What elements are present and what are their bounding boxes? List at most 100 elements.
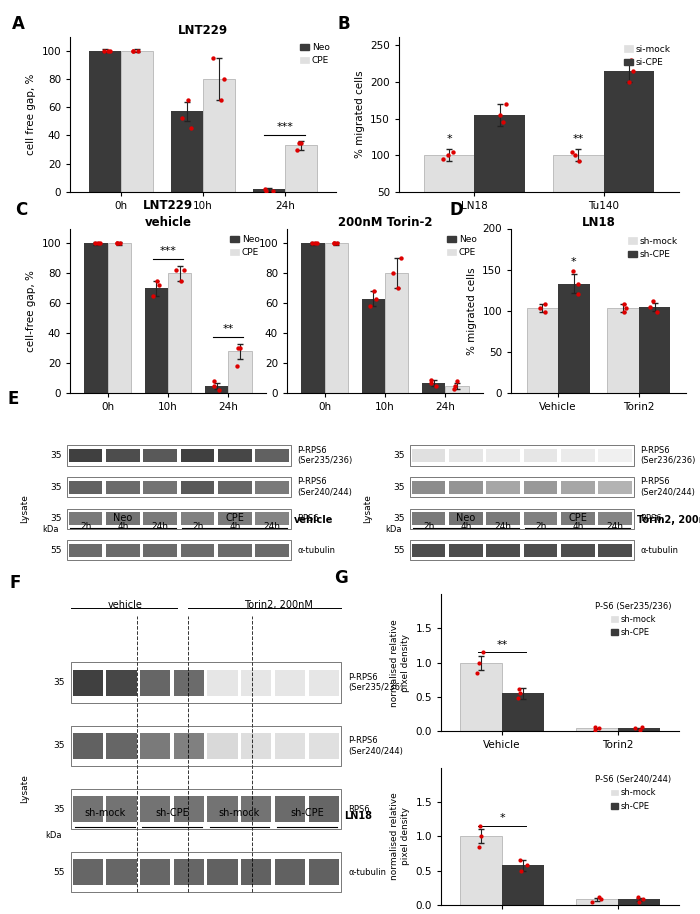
Text: 35: 35 bbox=[50, 451, 62, 460]
Text: C: C bbox=[15, 201, 27, 219]
Legend: Neo, CPE: Neo, CPE bbox=[228, 233, 262, 260]
Bar bbox=[309, 859, 339, 885]
Bar bbox=[603, 71, 654, 228]
Point bbox=[450, 378, 461, 393]
Text: Lysate: Lysate bbox=[20, 494, 29, 523]
Point bbox=[475, 819, 486, 834]
Bar bbox=[449, 449, 483, 462]
Bar bbox=[524, 513, 557, 526]
Text: 24h: 24h bbox=[152, 522, 169, 531]
Bar bbox=[639, 307, 671, 393]
Bar bbox=[385, 273, 409, 393]
Point bbox=[443, 148, 454, 163]
Text: 35: 35 bbox=[393, 483, 405, 492]
Bar bbox=[524, 544, 557, 557]
Text: P-RPS6
(Ser235/236): P-RPS6 (Ser235/236) bbox=[349, 673, 403, 693]
Point bbox=[573, 276, 584, 291]
Text: **: ** bbox=[573, 134, 584, 144]
Bar bbox=[410, 445, 634, 465]
Bar bbox=[69, 481, 102, 494]
Point bbox=[521, 857, 532, 872]
Bar bbox=[218, 449, 251, 462]
Bar bbox=[486, 544, 520, 557]
Point bbox=[92, 236, 104, 250]
Text: E: E bbox=[8, 389, 19, 408]
Text: α-tubulin: α-tubulin bbox=[298, 546, 335, 555]
Bar bbox=[502, 865, 544, 905]
Bar bbox=[108, 243, 131, 393]
Point bbox=[589, 722, 601, 737]
Bar bbox=[174, 859, 204, 885]
Bar bbox=[181, 513, 214, 526]
Text: RPS6: RPS6 bbox=[298, 515, 319, 524]
Point bbox=[426, 376, 437, 390]
Point bbox=[387, 266, 398, 281]
Text: sh-mock: sh-mock bbox=[219, 808, 260, 818]
Point bbox=[471, 665, 482, 680]
Point bbox=[634, 722, 645, 737]
Legend: Neo, CPE: Neo, CPE bbox=[445, 233, 479, 260]
Point bbox=[648, 293, 659, 308]
Point bbox=[567, 144, 578, 159]
Point bbox=[307, 236, 318, 250]
Text: 24h: 24h bbox=[495, 522, 512, 531]
Point bbox=[178, 263, 189, 278]
Bar bbox=[207, 859, 238, 885]
Text: 4h: 4h bbox=[572, 522, 584, 531]
Text: CPE: CPE bbox=[225, 513, 244, 523]
Y-axis label: cell-free gap, %: cell-free gap, % bbox=[26, 270, 36, 352]
Point bbox=[623, 75, 634, 90]
Point bbox=[328, 236, 339, 250]
Text: RPS6: RPS6 bbox=[640, 515, 662, 524]
Bar bbox=[241, 733, 272, 759]
Point bbox=[513, 691, 524, 706]
Text: Lysate: Lysate bbox=[363, 494, 372, 523]
Bar bbox=[106, 796, 136, 822]
Text: P-RPS6
(Ser240/244): P-RPS6 (Ser240/244) bbox=[298, 477, 352, 497]
Bar bbox=[275, 796, 305, 822]
Point bbox=[147, 289, 158, 303]
Bar bbox=[144, 481, 177, 494]
Bar bbox=[576, 728, 618, 731]
Bar bbox=[106, 544, 140, 557]
Text: kDa: kDa bbox=[42, 525, 59, 534]
Text: Neo: Neo bbox=[456, 513, 475, 523]
Point bbox=[151, 273, 162, 288]
Text: 35: 35 bbox=[50, 515, 62, 524]
Title: vehicle: vehicle bbox=[144, 216, 192, 228]
Text: ***: *** bbox=[160, 246, 176, 256]
Text: LNT229: LNT229 bbox=[143, 198, 193, 212]
Y-axis label: cell free gap, %: cell free gap, % bbox=[26, 73, 36, 155]
Point bbox=[589, 720, 601, 735]
Bar bbox=[558, 283, 589, 393]
Legend: sh-mock, sh-CPE: sh-mock, sh-CPE bbox=[592, 599, 675, 641]
Text: 24h: 24h bbox=[607, 522, 624, 531]
Point bbox=[216, 93, 227, 108]
Text: 4h: 4h bbox=[229, 522, 241, 531]
Point bbox=[364, 299, 375, 314]
Bar bbox=[218, 544, 251, 557]
Bar bbox=[275, 670, 305, 696]
Bar bbox=[181, 481, 214, 494]
Point bbox=[98, 43, 109, 58]
Text: P-RPS6
(Ser235/236): P-RPS6 (Ser235/236) bbox=[298, 446, 353, 465]
Bar bbox=[144, 449, 177, 462]
Text: 2h: 2h bbox=[535, 522, 546, 531]
Bar bbox=[461, 663, 502, 731]
Point bbox=[514, 852, 526, 866]
Bar bbox=[309, 733, 339, 759]
Point bbox=[393, 281, 404, 295]
Text: 24h: 24h bbox=[264, 522, 281, 531]
Bar bbox=[275, 859, 305, 885]
Bar bbox=[502, 694, 544, 731]
Bar bbox=[256, 513, 289, 526]
Point bbox=[570, 148, 581, 163]
Y-axis label: % migrated cells: % migrated cells bbox=[467, 267, 477, 355]
Point bbox=[632, 889, 643, 904]
Bar bbox=[275, 733, 305, 759]
Point bbox=[452, 374, 463, 388]
Text: Neo: Neo bbox=[113, 513, 132, 523]
Title: LN18: LN18 bbox=[582, 216, 615, 228]
Bar bbox=[449, 513, 483, 526]
Bar bbox=[301, 243, 325, 393]
